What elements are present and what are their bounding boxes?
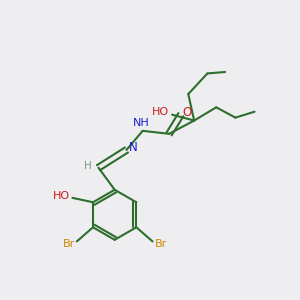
Text: H: H — [84, 161, 92, 171]
Text: N: N — [128, 141, 137, 154]
Text: NH: NH — [133, 118, 149, 128]
Text: HO: HO — [52, 191, 70, 201]
Text: O: O — [183, 106, 192, 119]
Text: Br: Br — [62, 239, 75, 249]
Text: HO: HO — [152, 107, 170, 117]
Text: Br: Br — [155, 239, 167, 249]
